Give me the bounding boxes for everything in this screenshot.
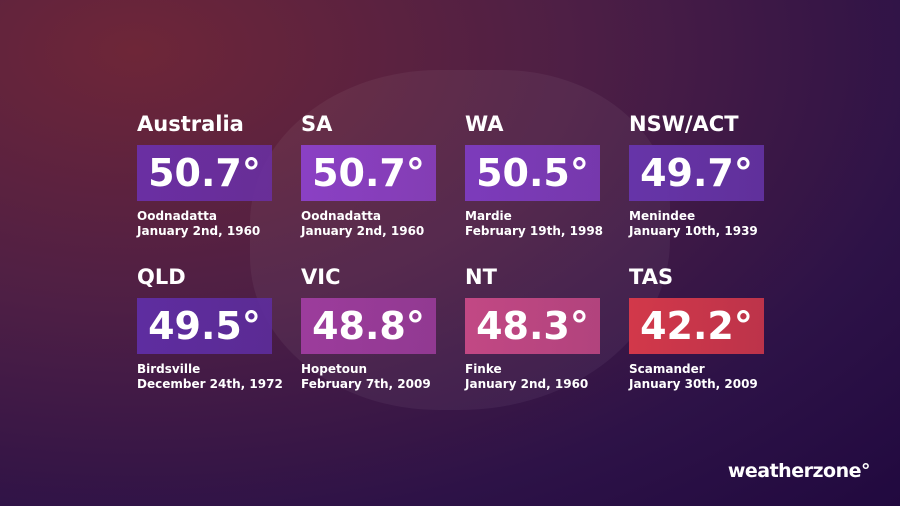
region-name: VIC	[301, 265, 341, 289]
record-date: January 2nd, 1960	[465, 377, 589, 391]
station-name: Menindee	[629, 209, 696, 223]
record-date: January 2nd, 1960	[301, 224, 425, 238]
logo: weatherzone°	[727, 460, 871, 482]
station-name: Mardie	[465, 209, 512, 223]
region-name: NT	[465, 265, 497, 289]
station-name: Scamander	[629, 362, 705, 376]
record-date: January 10th, 1939	[629, 224, 758, 238]
station-name: Birdsville	[137, 362, 201, 376]
temperature-box: 48.3°	[465, 298, 600, 354]
region-name: TAS	[629, 265, 674, 289]
station-name: Hopetoun	[301, 362, 368, 376]
region-name: Australia	[137, 112, 244, 136]
region-name: NSW/ACT	[629, 112, 739, 136]
region-name: QLD	[137, 265, 186, 289]
temperature-box: 42.2°	[629, 298, 764, 354]
record-date: January 2nd, 1960	[137, 224, 261, 238]
station-name: Oodnadatta	[137, 209, 217, 223]
temperature-box: 50.5°	[465, 145, 600, 201]
record-date: February 7th, 2009	[301, 377, 431, 391]
region-name: WA	[465, 112, 504, 136]
station-name: Oodnadatta	[301, 209, 381, 223]
record-date: February 19th, 1998	[465, 224, 604, 238]
station-name: Finke	[465, 362, 502, 376]
record-date: January 30th, 2009	[629, 377, 758, 391]
temperature-box: 50.7°	[301, 145, 436, 201]
record-date: December 24th, 1972	[137, 377, 283, 391]
temperature-box: 49.5°	[137, 298, 272, 354]
temperature-box: 50.7°	[137, 145, 272, 201]
temperature-box: 49.7°	[629, 145, 764, 201]
temperature-box: 48.8°	[301, 298, 436, 354]
region-name: SA	[301, 112, 333, 136]
